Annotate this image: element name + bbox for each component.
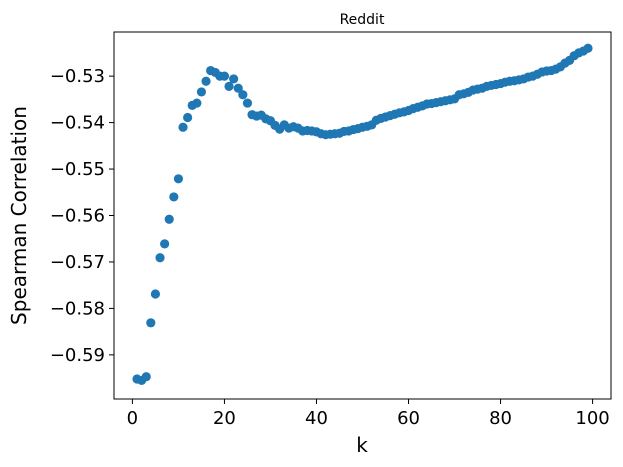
data-point [229, 74, 239, 84]
data-point [192, 98, 202, 108]
y-axis-title: Spearman Correlation [7, 106, 31, 325]
data-point [224, 81, 234, 91]
y-tick-label: −0.53 [50, 66, 105, 87]
data-point [169, 192, 179, 202]
data-point [141, 372, 151, 382]
data-point [164, 214, 174, 224]
data-point [178, 122, 188, 132]
data-point [238, 90, 248, 100]
data-point [242, 98, 253, 108]
data-point [201, 76, 211, 86]
y-tick-label: −0.57 [50, 252, 105, 273]
y-tick-label: −0.59 [50, 345, 105, 366]
plot-area [114, 32, 611, 399]
x-tick-label: 40 [305, 408, 328, 429]
chart-title: Reddit [340, 12, 385, 28]
y-tick-label: −0.55 [50, 159, 105, 180]
x-tick-label: 0 [127, 408, 138, 429]
y-tick-label: −0.54 [50, 113, 105, 134]
data-points [132, 43, 593, 386]
y-tick-label: −0.56 [50, 206, 105, 227]
x-tick-label: 100 [575, 408, 609, 429]
x-tick-label: 60 [397, 408, 420, 429]
data-point [150, 289, 161, 299]
x-axis-title: k [356, 433, 368, 457]
y-axis-ticks: −0.53 −0.54 −0.55 −0.56 −0.57 −0.58 −0.59 [50, 66, 114, 366]
data-point [219, 71, 230, 81]
data-point [196, 87, 207, 97]
data-point [183, 112, 193, 123]
data-point [173, 174, 184, 184]
data-point [155, 253, 165, 263]
x-tick-label: 80 [489, 408, 512, 429]
data-point [160, 239, 170, 249]
x-axis-ticks: 0 20 40 60 80 100 [127, 399, 610, 429]
data-point [583, 43, 593, 53]
data-point [233, 83, 243, 93]
x-tick-label: 20 [213, 408, 236, 429]
data-point [146, 318, 156, 328]
y-tick-label: −0.58 [50, 298, 105, 319]
